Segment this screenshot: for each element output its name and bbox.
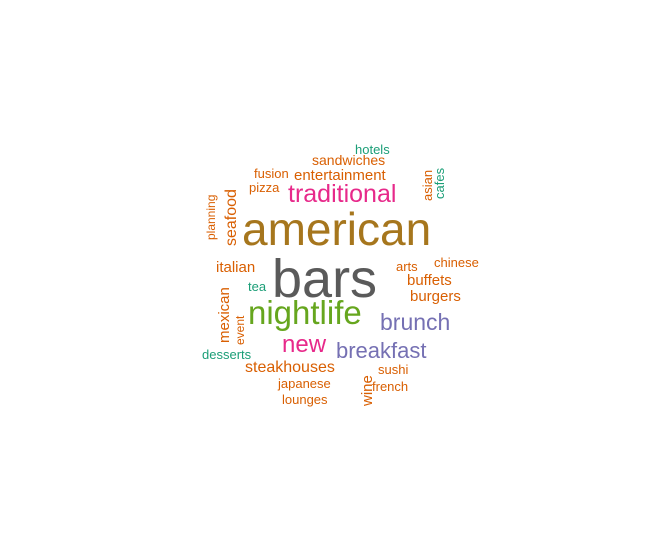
word-sandwiches: sandwiches [312, 152, 386, 168]
word-italian: italian [216, 259, 256, 276]
word-desserts: desserts [202, 347, 252, 362]
word-american: american [242, 203, 432, 255]
word-arts: arts [396, 259, 418, 274]
word-planning: planning [204, 194, 218, 240]
word-buffets: buffets [407, 272, 452, 289]
word-traditional: traditional [288, 180, 397, 208]
word-japanese: japanese [278, 376, 331, 391]
word-nightlife: nightlife [248, 294, 362, 331]
word-brunch: brunch [380, 309, 451, 335]
word-entertainment: entertainment [294, 167, 386, 184]
word-pizza: pizza [249, 180, 280, 195]
word-burgers: burgers [410, 288, 461, 305]
word-bars: bars [272, 249, 378, 309]
word-hotels: hotels [355, 142, 390, 157]
word-lounges: lounges [282, 392, 328, 407]
word-new: new [282, 331, 327, 358]
word-mexican: mexican [216, 287, 233, 343]
word-steakhouses: steakhouses [245, 359, 335, 376]
word-cafes: cafes [432, 167, 447, 199]
word-seafood: seafood [223, 189, 240, 246]
word-sushi: sushi [378, 362, 409, 377]
word-chinese: chinese [434, 255, 479, 270]
word-breakfast: breakfast [336, 338, 427, 363]
word-event: event [233, 315, 247, 345]
word-fusion: fusion [254, 166, 289, 181]
word-tea: tea [248, 279, 267, 294]
word-french: french [372, 379, 409, 394]
